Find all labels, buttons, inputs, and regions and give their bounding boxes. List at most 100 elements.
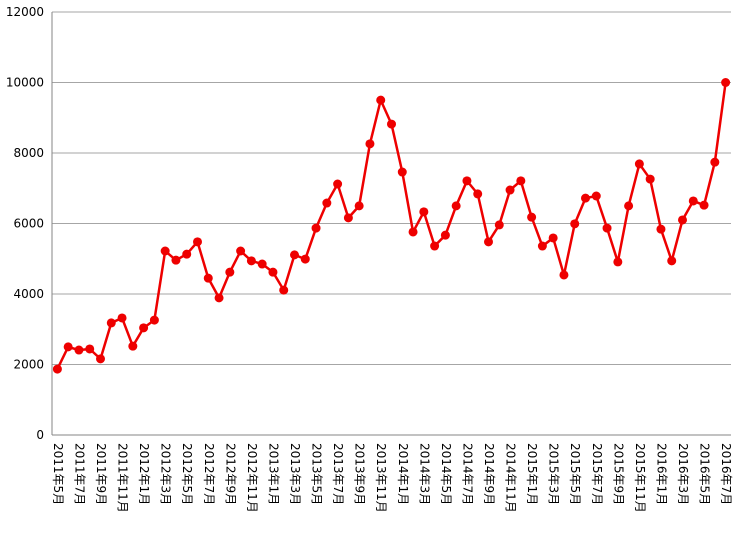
- x-tick-label: 2013年9月: [353, 443, 367, 505]
- data-point: [451, 201, 461, 211]
- data-point: [117, 313, 127, 323]
- x-tick-label: 2014年7月: [460, 443, 474, 505]
- data-point: [505, 185, 515, 195]
- x-tick-label: 2015年5月: [568, 443, 582, 505]
- data-point: [193, 237, 202, 247]
- x-tick-label: 2011年9月: [94, 443, 108, 505]
- data-point: [462, 176, 472, 186]
- data-point: [279, 285, 289, 295]
- data-point: [591, 191, 601, 201]
- x-tick-label: 2015年3月: [547, 443, 561, 505]
- data-point: [645, 174, 655, 184]
- x-tick-label: 2014年3月: [417, 443, 431, 505]
- data-point: [171, 255, 181, 265]
- data-point: [624, 201, 634, 211]
- data-point: [516, 176, 526, 186]
- x-tick-label: 2015年7月: [590, 443, 604, 505]
- data-point: [527, 212, 537, 222]
- data-point: [365, 139, 375, 149]
- x-tick-label: 2013年3月: [288, 443, 302, 505]
- data-point: [440, 230, 450, 240]
- x-tick-label: 2012年3月: [159, 443, 173, 505]
- x-tick-label: 2015年9月: [611, 443, 625, 505]
- x-tick-label: 2016年5月: [698, 443, 712, 505]
- x-tick-label: 2015年1月: [525, 443, 539, 505]
- data-point: [688, 196, 698, 206]
- data-point: [537, 241, 547, 251]
- data-point: [570, 219, 580, 229]
- data-point: [494, 220, 504, 230]
- data-point: [581, 193, 590, 203]
- data-point: [721, 78, 731, 87]
- data-point: [106, 318, 116, 328]
- x-tick-label: 2013年5月: [310, 443, 324, 505]
- data-point: [387, 119, 396, 129]
- x-tick-label: 2013年7月: [331, 443, 345, 505]
- data-point: [182, 249, 192, 259]
- data-point: [473, 189, 483, 199]
- data-point: [74, 345, 84, 355]
- data-point: [430, 241, 440, 251]
- y-tick-label: 2000: [13, 358, 44, 372]
- x-tick-label: 2014年9月: [482, 443, 496, 505]
- x-tick-label: 2016年3月: [676, 443, 690, 505]
- data-point: [419, 207, 429, 217]
- data-point: [322, 198, 332, 208]
- data-point: [354, 201, 364, 211]
- data-point: [96, 354, 105, 364]
- y-tick-label: 4000: [13, 287, 44, 301]
- x-tick-label: 2012年9月: [223, 443, 237, 505]
- data-point: [128, 341, 138, 351]
- x-tick-label: 2016年1月: [654, 443, 668, 505]
- data-point: [333, 179, 343, 189]
- x-tick-label: 2012年1月: [137, 443, 151, 505]
- data-point: [149, 315, 159, 325]
- data-point: [63, 342, 73, 352]
- data-point: [559, 270, 569, 280]
- x-tick-label: 2014年5月: [439, 443, 453, 505]
- x-tick-label: 2013年1月: [266, 443, 280, 505]
- x-tick-label: 2013年11月: [374, 443, 388, 513]
- x-tick-label: 2012年5月: [180, 443, 194, 505]
- data-point: [602, 223, 612, 233]
- x-tick-label: 2014年11月: [504, 443, 518, 513]
- data-point: [667, 256, 677, 266]
- data-point: [343, 213, 353, 223]
- data-point: [678, 215, 687, 225]
- data-point: [300, 254, 310, 264]
- data-point: [203, 273, 213, 283]
- x-tick-label: 2012年7月: [202, 443, 216, 505]
- data-point: [290, 250, 299, 260]
- data-point: [548, 233, 558, 243]
- data-point: [710, 157, 720, 167]
- data-point: [246, 256, 256, 266]
- data-point: [613, 257, 623, 267]
- y-tick-label: 8000: [13, 146, 44, 160]
- data-point: [376, 95, 386, 105]
- y-tick-label: 6000: [13, 217, 44, 231]
- x-tick-label: 2011年7月: [72, 443, 86, 505]
- data-point: [634, 159, 644, 169]
- x-tick-label: 2015年11月: [633, 443, 647, 513]
- data-point: [160, 246, 170, 256]
- data-point: [656, 224, 666, 234]
- x-tick-label: 2012年11月: [245, 443, 259, 513]
- data-point: [85, 344, 95, 354]
- y-tick-label: 0: [36, 428, 44, 442]
- data-point: [699, 200, 709, 210]
- x-tick-label: 2011年11月: [116, 443, 130, 513]
- data-point: [408, 227, 418, 237]
- data-point: [52, 364, 62, 374]
- y-tick-label: 12000: [6, 5, 44, 19]
- data-point: [484, 237, 493, 247]
- data-point: [214, 293, 224, 303]
- x-tick-label: 2016年7月: [719, 443, 733, 505]
- data-point: [268, 267, 278, 277]
- y-tick-label: 10000: [6, 76, 44, 90]
- data-point: [236, 246, 246, 256]
- data-point: [139, 323, 149, 333]
- data-point: [397, 167, 407, 177]
- x-tick-label: 2011年5月: [51, 443, 65, 505]
- data-point: [257, 259, 267, 269]
